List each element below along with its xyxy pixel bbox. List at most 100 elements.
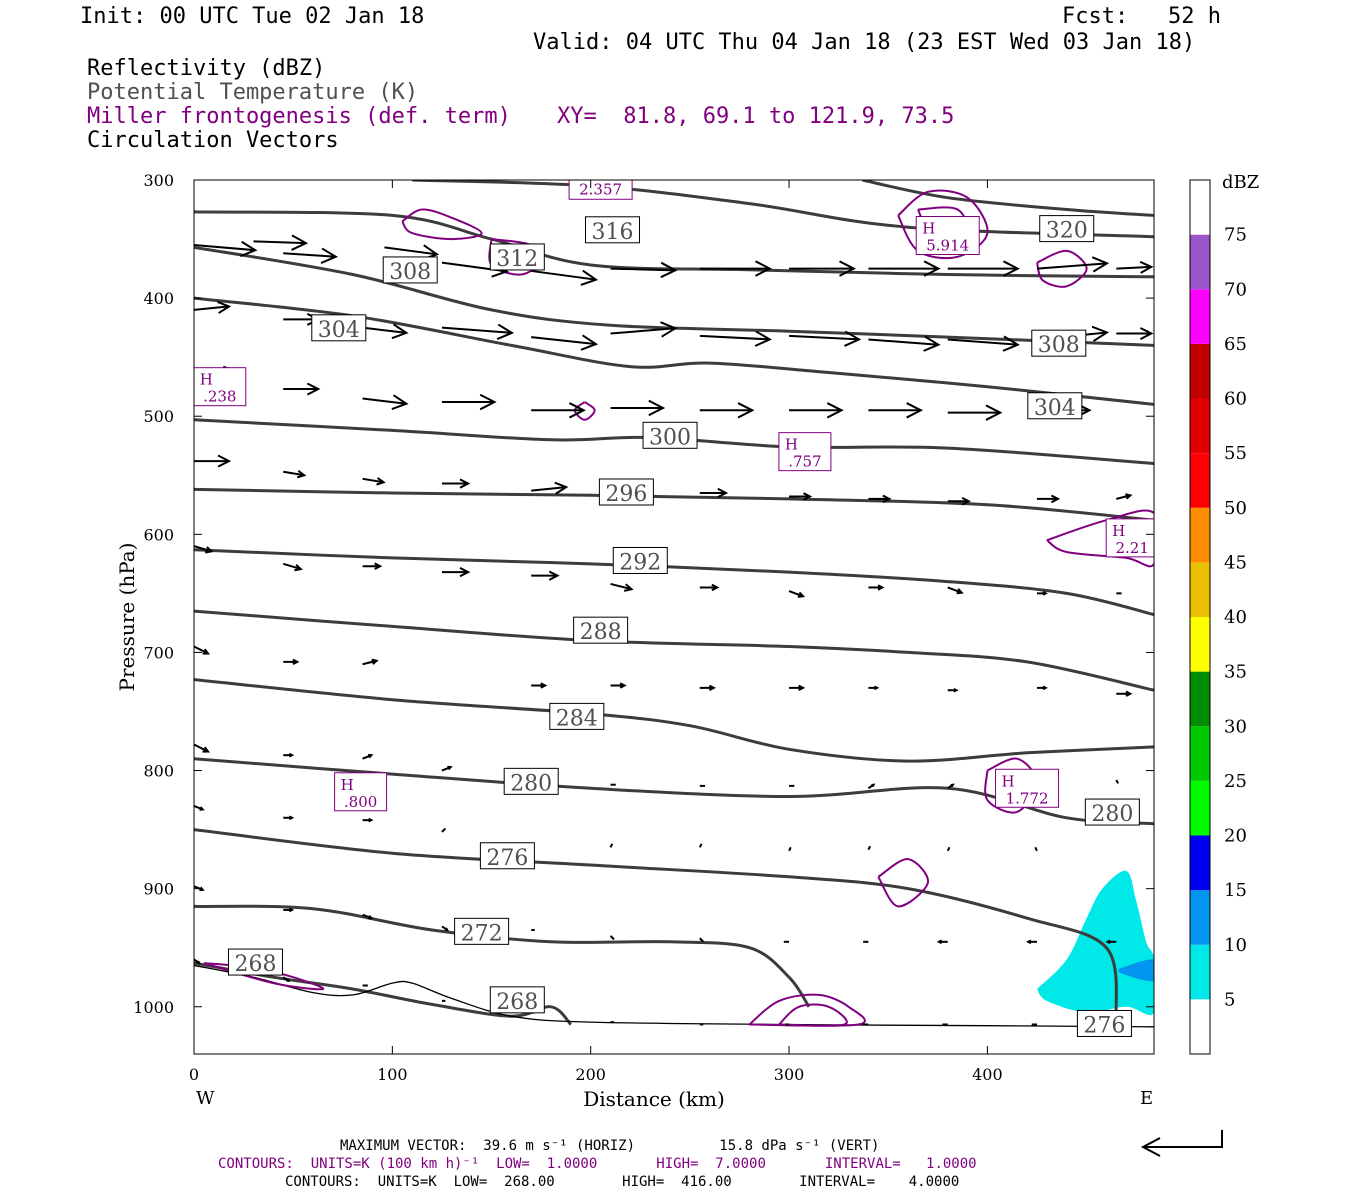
vector-head bbox=[1105, 939, 1111, 945]
circulation-vector bbox=[699, 402, 755, 419]
circulation-vector bbox=[531, 682, 548, 689]
circulation-vector bbox=[947, 586, 964, 595]
frontogenesis-high-letter: H bbox=[922, 220, 935, 238]
vector-shaft bbox=[699, 334, 770, 341]
colorbar-bin bbox=[1190, 944, 1210, 1000]
colorbar-bin bbox=[1190, 726, 1210, 781]
vector-shaft bbox=[194, 243, 256, 252]
vector-head bbox=[288, 815, 295, 821]
circulation-vector bbox=[947, 687, 959, 693]
circulation-vector bbox=[1036, 685, 1048, 691]
vector-head bbox=[923, 335, 941, 352]
colorbar-label: 20 bbox=[1224, 826, 1247, 847]
circulation-vector bbox=[867, 845, 872, 851]
circulation-vector bbox=[194, 454, 232, 468]
vector-shaft bbox=[531, 486, 567, 492]
circulation-vector bbox=[362, 394, 409, 411]
theta-label-box bbox=[503, 767, 559, 795]
theta-contour-320 bbox=[862, 180, 1154, 217]
colorbar-label: 30 bbox=[1224, 716, 1247, 737]
colorbar-label: 45 bbox=[1224, 552, 1247, 573]
colorbar-label: 15 bbox=[1224, 880, 1247, 901]
colorbar-label: 50 bbox=[1224, 498, 1247, 519]
vector-head bbox=[797, 591, 806, 598]
vector-head bbox=[202, 648, 210, 655]
circulation-vector bbox=[868, 584, 885, 591]
theta-label-text: 272 bbox=[461, 921, 503, 946]
vector-head bbox=[367, 753, 374, 759]
circulation-vector bbox=[699, 260, 772, 277]
circulation-vector bbox=[609, 843, 614, 848]
circulation-vector bbox=[699, 487, 729, 499]
circulation-vector bbox=[194, 301, 232, 314]
vector-head bbox=[199, 806, 205, 811]
vector-head bbox=[292, 658, 300, 665]
circulation-vector bbox=[946, 846, 951, 852]
cross-section-xy: XY= 81.8, 69.1 to 121.9, 73.5 bbox=[557, 104, 955, 129]
colorbar-bin bbox=[1190, 507, 1210, 563]
circulation-vector bbox=[283, 247, 338, 264]
theta-label-text: 308 bbox=[1038, 333, 1080, 358]
vector-head bbox=[288, 752, 295, 758]
vector-head bbox=[803, 492, 813, 501]
colorbar-label: 10 bbox=[1224, 935, 1247, 956]
vector-head bbox=[660, 321, 678, 338]
reflectivity-region bbox=[1036, 870, 1154, 1016]
circulation-vector bbox=[788, 846, 792, 852]
vector-shaft bbox=[788, 590, 804, 598]
vector-shaft bbox=[282, 562, 302, 571]
theta-label-text: 280 bbox=[1091, 802, 1133, 827]
vector-head bbox=[548, 570, 560, 581]
x-tick-label: 100 bbox=[377, 1065, 408, 1084]
circulation-vector bbox=[868, 335, 941, 352]
theta-label: 288 bbox=[573, 616, 629, 645]
circulation-vector bbox=[194, 958, 202, 965]
theta-contour-284 bbox=[194, 678, 1154, 763]
vector-shaft bbox=[610, 267, 676, 272]
theta-label-box bbox=[1076, 1009, 1132, 1037]
circulation-vector bbox=[283, 752, 295, 758]
circulation-vector bbox=[194, 645, 210, 655]
vector-head bbox=[1139, 260, 1154, 274]
circulation-vector bbox=[194, 805, 205, 811]
circulation-vector bbox=[868, 402, 924, 419]
vector-head bbox=[444, 927, 450, 932]
colorbar-label: 25 bbox=[1224, 771, 1247, 792]
theta-label-text: 268 bbox=[234, 952, 276, 977]
theta-label-box bbox=[489, 986, 545, 1014]
circulation-vector bbox=[531, 402, 586, 419]
y-tick-label: 500 bbox=[143, 407, 174, 426]
circulation-vector bbox=[789, 684, 806, 691]
theta-label-text: 308 bbox=[389, 260, 431, 285]
vector-shaft bbox=[1116, 265, 1152, 270]
vector-shaft bbox=[1036, 262, 1108, 270]
circulation-vector bbox=[441, 567, 471, 578]
vector-head bbox=[877, 584, 885, 591]
circulation-vector bbox=[1116, 327, 1154, 340]
circulation-vector bbox=[1116, 690, 1133, 697]
x-axis-label: Distance (km) bbox=[583, 1087, 725, 1111]
vector-head bbox=[755, 260, 772, 277]
circulation-vector bbox=[283, 815, 295, 821]
vector-head bbox=[374, 562, 383, 570]
circulation-vector bbox=[788, 590, 806, 598]
colorbar-bin bbox=[1190, 890, 1210, 945]
theta-label: 292 bbox=[612, 546, 668, 575]
theta-label-box bbox=[585, 216, 641, 244]
vector-head bbox=[826, 402, 844, 419]
vector-head bbox=[568, 402, 586, 419]
circulation-vector bbox=[868, 494, 892, 504]
vector-head bbox=[371, 658, 379, 665]
theta-label-box bbox=[549, 702, 605, 730]
frontogenesis-high-box bbox=[995, 768, 1060, 808]
theta-label: 304 bbox=[311, 314, 367, 343]
circulation-vector bbox=[362, 658, 379, 666]
circulation-vector bbox=[283, 907, 295, 913]
vector-head bbox=[754, 330, 772, 347]
theta-label-box bbox=[1031, 329, 1087, 357]
vector-head bbox=[1003, 260, 1020, 277]
theta-label: 316 bbox=[585, 216, 641, 245]
vector-head bbox=[950, 783, 955, 788]
vector-head bbox=[648, 399, 666, 417]
theta-label: 268 bbox=[489, 986, 545, 1015]
